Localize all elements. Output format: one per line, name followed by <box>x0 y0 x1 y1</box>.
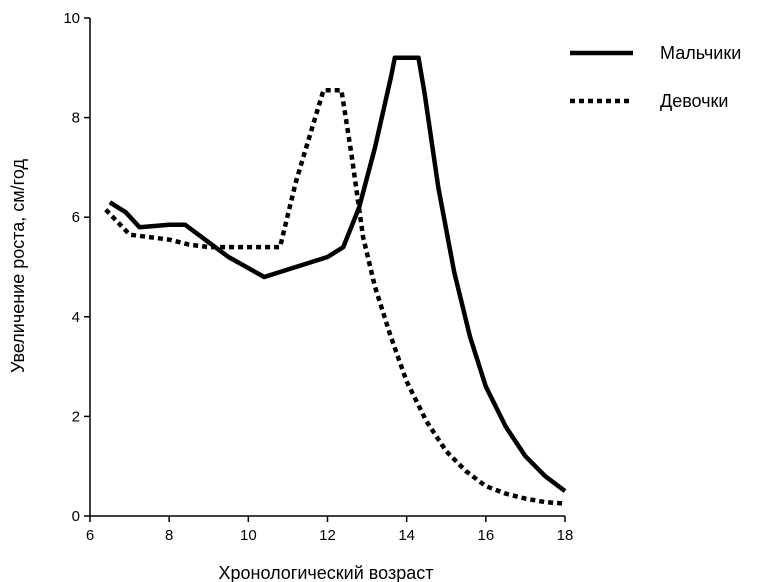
girls-series-line <box>104 87 566 506</box>
plot-lines <box>104 55 567 506</box>
legend-label-boys: Мальчики <box>660 43 741 63</box>
boys-series-line <box>108 55 567 493</box>
y-tick-label: 8 <box>72 110 80 127</box>
y-ticks: 0 2 4 6 8 10 <box>63 10 90 525</box>
y-tick-label: 4 <box>72 309 80 326</box>
y-tick-label: 10 <box>63 10 80 27</box>
x-axis-title: Хронологический возраст <box>219 563 434 582</box>
legend-label-girls: Девочки <box>660 91 728 111</box>
legend: Мальчики Девочки <box>570 43 741 111</box>
x-tick-label: 12 <box>319 527 336 544</box>
axes: 6 8 10 12 14 16 18 0 2 4 6 8 10 <box>63 10 573 544</box>
x-tick-label: 16 <box>477 527 494 544</box>
y-tick-label: 6 <box>72 209 80 226</box>
x-tick-label: 10 <box>240 527 257 544</box>
x-tick-label: 6 <box>86 527 94 544</box>
y-axis-title: Увеличение роста, см/год <box>8 159 28 373</box>
x-tick-label: 8 <box>165 527 173 544</box>
y-tick-label: 0 <box>72 508 80 525</box>
x-tick-label: 14 <box>398 527 415 544</box>
y-tick-label: 2 <box>72 408 80 425</box>
x-ticks: 6 8 10 12 14 16 18 <box>86 516 574 544</box>
x-tick-label: 18 <box>557 527 574 544</box>
